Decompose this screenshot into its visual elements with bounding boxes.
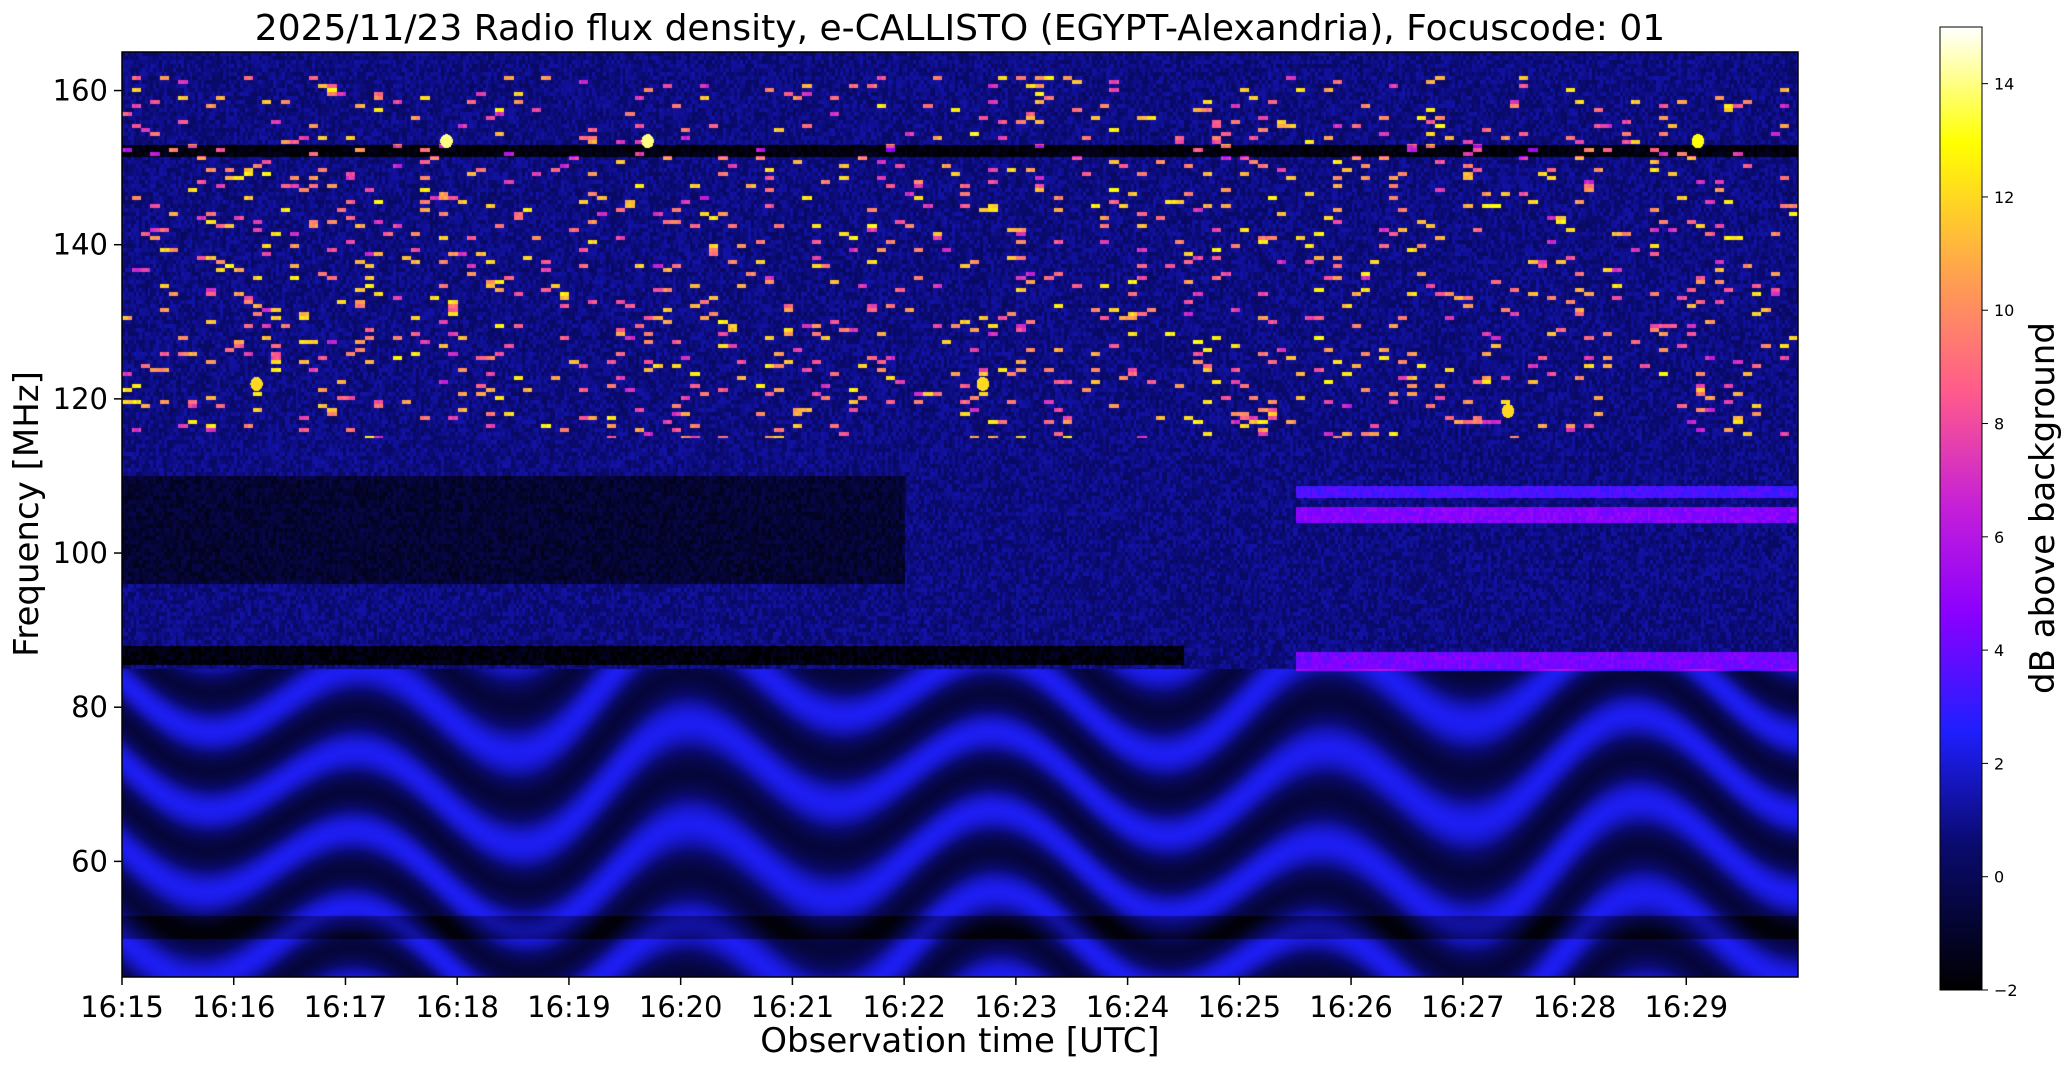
colorbar-tick-label: 10 xyxy=(1994,301,2014,320)
colorbar-label: dB above background xyxy=(2023,322,2063,694)
colorbar-tick-label: 2 xyxy=(1994,754,2004,773)
colorbar-tick-label: 4 xyxy=(1994,641,2004,660)
y-axis-label: Frequency [MHz] xyxy=(7,371,47,657)
x-tick-label: 16:15 xyxy=(80,990,164,1024)
x-tick-label: 16:26 xyxy=(1309,990,1393,1024)
colorbar-tick-label: 12 xyxy=(1994,188,2014,207)
spectrogram-heatmap xyxy=(122,52,1798,977)
x-tick-label: 16:19 xyxy=(527,990,611,1024)
colorbar-tick-label: −2 xyxy=(1994,981,2018,1000)
colorbar-gradient xyxy=(1939,26,1983,991)
y-tick-label: 100 xyxy=(53,536,108,570)
x-tick-label: 16:25 xyxy=(1198,990,1282,1024)
x-axis-label: Observation time [UTC] xyxy=(760,1021,1159,1061)
y-tick-label: 60 xyxy=(71,844,108,878)
y-tick-label: 120 xyxy=(53,382,108,416)
chart-title: 2025/11/23 Radio flux density, e-CALLIST… xyxy=(255,8,1665,49)
colorbar: −2 0 2 4 6 8 10 12 14 dB above background xyxy=(1939,26,2063,1000)
colorbar-ticks: −2 0 2 4 6 8 10 12 14 xyxy=(1982,75,2018,1000)
y-axis: 60 80 100 120 140 160 xyxy=(53,74,122,878)
x-tick-label: 16:16 xyxy=(192,990,276,1024)
y-tick-label: 140 xyxy=(53,228,108,262)
x-tick-label: 16:29 xyxy=(1644,990,1728,1024)
colorbar-tick-label: 6 xyxy=(1994,528,2004,547)
x-tick-label: 16:27 xyxy=(1421,990,1505,1024)
x-tick-label: 16:28 xyxy=(1533,990,1617,1024)
y-tick-label: 80 xyxy=(71,690,108,724)
colorbar-tick-label: 14 xyxy=(1994,75,2014,94)
x-tick-label: 16:22 xyxy=(862,990,946,1024)
x-tick-label: 16:17 xyxy=(304,990,388,1024)
x-tick-label: 16:23 xyxy=(974,990,1058,1024)
y-tick-label: 160 xyxy=(53,74,108,108)
x-tick-label: 16:18 xyxy=(415,990,499,1024)
colorbar-tick-label: 0 xyxy=(1994,868,2004,887)
x-tick-label: 16:24 xyxy=(1086,990,1170,1024)
x-axis: 16:15 16:16 16:17 16:18 16:19 16:20 16:21 16:22… xyxy=(80,977,1728,1024)
heatmap-plot-area xyxy=(121,51,1799,978)
plot-frame xyxy=(121,51,1799,978)
x-tick-label: 16:20 xyxy=(639,990,723,1024)
colorbar-tick-label: 8 xyxy=(1994,415,2004,434)
x-tick-label: 16:21 xyxy=(751,990,835,1024)
